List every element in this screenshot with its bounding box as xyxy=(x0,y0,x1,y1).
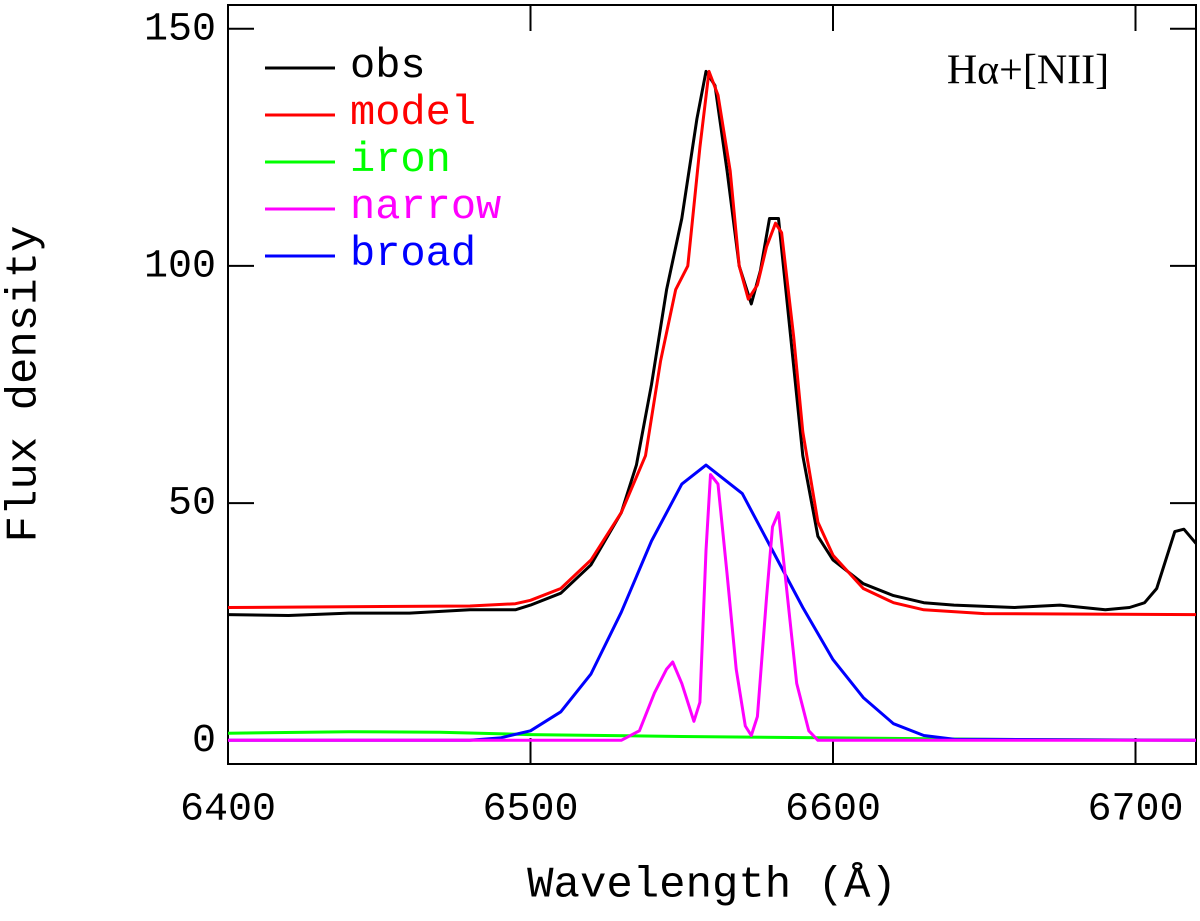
plot-frame xyxy=(227,4,1197,765)
y-axis-label: Flux density xyxy=(0,226,50,543)
y-tick-label: 100 xyxy=(144,244,216,289)
x-tick-label: 6600 xyxy=(785,788,881,833)
x-tick-label: 6400 xyxy=(180,788,276,833)
x-tick-label: 6700 xyxy=(1087,788,1183,833)
y-tick-label: 0 xyxy=(192,719,216,764)
legend-label: broad xyxy=(350,230,476,278)
legend-label: iron xyxy=(350,136,451,184)
series-line xyxy=(228,69,1196,617)
annotation: Hα+[NII] xyxy=(947,48,1109,94)
x-axis-label: Wavelength (Å) xyxy=(527,861,897,911)
legend-label: narrow xyxy=(350,183,501,231)
legend-label: model xyxy=(350,89,476,137)
x-tick-label: 6500 xyxy=(482,788,578,833)
series-line xyxy=(228,473,1196,742)
legend-label: obs xyxy=(350,42,426,90)
y-tick-label: 50 xyxy=(168,482,216,527)
y-tick-label: 150 xyxy=(144,7,216,52)
series-line xyxy=(228,463,1196,742)
